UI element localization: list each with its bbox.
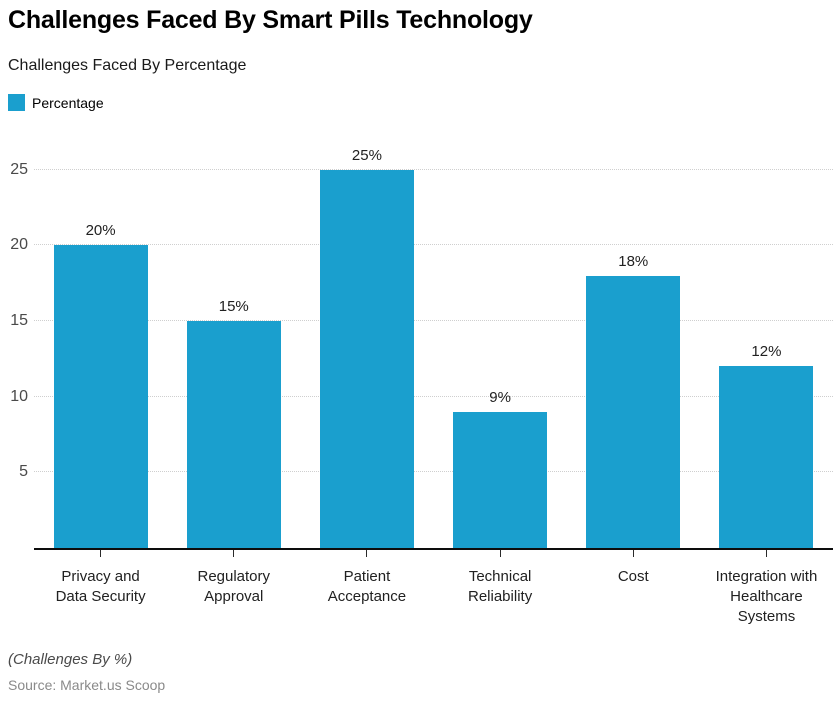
bar-group-cost: 18% (567, 254, 700, 548)
tick-cell (34, 550, 167, 557)
bar-technical-reliability (453, 411, 548, 548)
y-axis-tick-label-15: 15 (10, 312, 28, 330)
axis-tick (499, 550, 501, 557)
chart-source: Source: Market.us Scoop (8, 677, 166, 693)
bar-value-label: 18% (618, 252, 649, 270)
y-axis-tick-label-25: 25 (10, 160, 28, 178)
tick-cell (567, 550, 700, 557)
bar-group-technical-reliability: 9% (434, 390, 567, 548)
legend-label: Percentage (32, 94, 104, 111)
tick-cell (300, 550, 433, 557)
chart-subtitle: Challenges Faced By Percentage (8, 57, 247, 74)
bar-patient-acceptance (319, 169, 414, 548)
bar-regulatory-approval (186, 321, 281, 548)
y-axis: 5 10 15 20 25 (0, 132, 28, 548)
axis-tick (100, 550, 102, 557)
bar-cost (586, 275, 681, 548)
bar-group-patient-acceptance: 25% (300, 148, 433, 548)
x-axis-label-patient-acceptance: Patient Acceptance (327, 568, 407, 605)
gridline-15 (34, 320, 833, 322)
axis-tick (632, 550, 634, 557)
bar-group-privacy-and-data-security: 20% (34, 223, 167, 548)
legend-swatch-icon (8, 94, 25, 111)
x-axis-label-technical-reliability: Technical Reliability (468, 568, 533, 605)
bar-group-regulatory-approval: 15% (167, 299, 300, 548)
bar-privacy-and-data-security (53, 245, 148, 548)
plot-area: 20% 15% 25% 9% 18% 12% (34, 132, 833, 550)
y-axis-tick-label-20: 20 (10, 236, 28, 254)
bar-series: 20% 15% 25% 9% 18% 12% (34, 132, 833, 548)
gridline-5 (34, 471, 833, 473)
bar-group-integration-with-healthcare-systems: 12% (700, 344, 833, 548)
x-axis-label-privacy-and-data-security: Privacy and Data Security (55, 568, 146, 605)
x-axis-label-regulatory-approval: Regulatory Approval (197, 568, 271, 605)
tick-cell (434, 550, 567, 557)
tick-cell (167, 550, 300, 557)
bar-value-label: 20% (85, 222, 116, 240)
x-axis-label-integration-with-healthcare-systems: Integration with Healthcare Systems (715, 568, 818, 625)
legend-item-percentage[interactable]: Percentage (8, 94, 104, 111)
chart-title: Challenges Faced By Smart Pills Technolo… (8, 6, 533, 34)
axis-tick (366, 550, 368, 557)
axis-tick (765, 550, 767, 557)
x-axis-labels: Privacy and Data Security Regulatory Approv… (34, 567, 833, 627)
y-axis-tick-label-5: 5 (19, 463, 28, 481)
chart-footnote: (Challenges By %) (8, 651, 133, 668)
y-axis-tick-label-10: 10 (10, 387, 28, 405)
tick-cell (700, 550, 833, 557)
axis-tick (233, 550, 235, 557)
x-axis-label-cost: Cost (617, 568, 649, 585)
bar-value-label: 12% (751, 343, 782, 361)
x-axis-ticks (34, 550, 833, 557)
gridline-20 (34, 244, 833, 246)
bar-value-label: 25% (351, 146, 382, 164)
bar-value-label: 9% (489, 388, 511, 406)
gridline-10 (34, 395, 833, 397)
bar-integration-with-healthcare-systems (719, 366, 814, 548)
gridline-25 (34, 168, 833, 170)
bar-value-label: 15% (218, 298, 249, 316)
